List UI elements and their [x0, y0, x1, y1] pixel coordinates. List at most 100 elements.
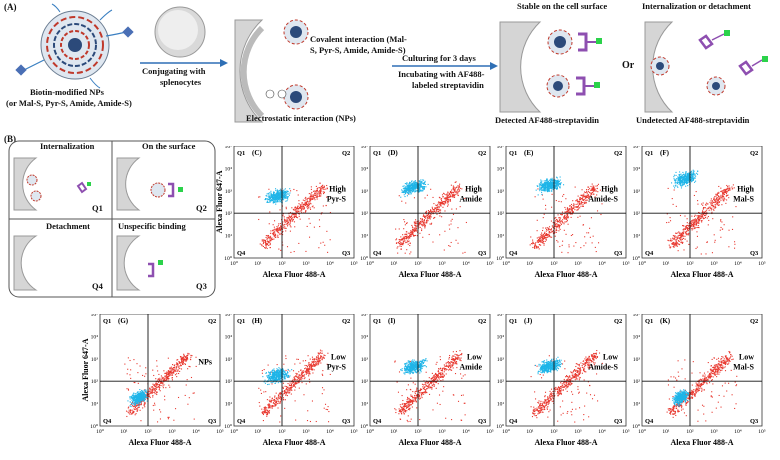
- red-population: [258, 349, 331, 423]
- internalized-cell-icon: [644, 21, 768, 113]
- np-caption-2: (or Mal-S, Pyr-S, Amide, Amide-S): [6, 98, 132, 108]
- y-tick: 10⁰: [632, 255, 641, 262]
- y-tick: 10¹: [91, 402, 99, 408]
- y-tick: 10⁵: [225, 146, 233, 150]
- blue-population: [535, 176, 565, 196]
- covalent-label-1: Covalent interaction (Mal-: [310, 34, 407, 44]
- quadrant-label: Q1: [373, 318, 381, 325]
- x-tick: 10¹: [254, 429, 262, 435]
- quadrant-label: Q3: [478, 250, 487, 257]
- quadrant-label: Q2: [750, 318, 758, 325]
- x-axis-label: Alexa Fluor 488-A: [535, 270, 598, 279]
- x-tick: 10⁵: [622, 429, 630, 435]
- x-tick: 10³: [710, 261, 718, 267]
- y-tick: 10³: [225, 357, 233, 363]
- quad-code-1: Q1: [92, 203, 103, 213]
- y-tick: 10²: [361, 211, 369, 217]
- quadrant-label: Q4: [645, 418, 654, 425]
- panel-id: (K): [660, 317, 671, 325]
- panel-annotation: Low: [739, 352, 754, 361]
- x-tick: 10⁵: [216, 429, 224, 435]
- y-tick: 10¹: [497, 234, 505, 240]
- x-tick: 10⁴: [326, 429, 334, 435]
- quadrant-label: Q2: [614, 150, 622, 157]
- panel-id: (C): [252, 149, 262, 157]
- red-population: [395, 181, 467, 255]
- y-tick: 10⁵: [633, 146, 641, 150]
- y-tick: 10³: [633, 189, 641, 195]
- y-tick: 10⁰: [496, 255, 505, 262]
- biotin-np-icon: [15, 3, 134, 89]
- x-tick: 10⁴: [734, 261, 742, 267]
- x-tick: 10¹: [662, 261, 670, 267]
- y-tick: 10⁴: [361, 334, 369, 340]
- quad-code-4: Q3: [196, 281, 207, 291]
- quadrant-label: Q2: [208, 318, 216, 325]
- quadrant-label: Q3: [750, 418, 759, 425]
- x-tick: 10²: [278, 261, 286, 267]
- y-tick: 10⁴: [497, 334, 505, 340]
- blue-population: [127, 389, 148, 408]
- blue-population: [264, 187, 291, 205]
- y-tick: 10⁰: [90, 423, 99, 430]
- plot-frame: [641, 314, 763, 427]
- plot-frame: [641, 146, 763, 259]
- x-tick: 10²: [144, 429, 152, 435]
- quadrant-label: Q2: [750, 150, 758, 157]
- plot-frame: [233, 314, 355, 427]
- x-tick: 10⁵: [486, 261, 494, 267]
- panel-annotation: Mal-S: [733, 194, 754, 203]
- y-tick: 10²: [361, 379, 369, 385]
- panel-id: (G): [118, 317, 129, 325]
- panel-annotation: Amide: [459, 194, 482, 203]
- x-tick: 10⁵: [758, 261, 766, 267]
- quadrant-label: Q1: [645, 150, 653, 157]
- or-text: Or: [622, 60, 635, 71]
- y-tick: 10³: [497, 357, 505, 363]
- quadrant-label: Q4: [509, 250, 518, 257]
- x-tick: 10¹: [526, 429, 534, 435]
- x-tick: 10²: [550, 429, 558, 435]
- y-tick: 10¹: [497, 402, 505, 408]
- x-axis-label: Alexa Fluor 488-A: [399, 438, 462, 447]
- plot-frame: [369, 146, 491, 259]
- x-axis-label: Alexa Fluor 488-A: [671, 438, 734, 447]
- blue-population: [262, 367, 293, 386]
- x-tick: 10²: [414, 261, 422, 267]
- quadrant-label: Q1: [509, 318, 517, 325]
- quadrant-label: Q1: [237, 150, 245, 157]
- quad-title-4: Unspecific binding: [118, 221, 186, 231]
- quad-title-1: Internalization: [40, 141, 95, 151]
- plot-frame: [505, 314, 627, 427]
- quadrant-label: Q4: [103, 418, 112, 425]
- panel-annotation: High: [465, 184, 482, 193]
- arrow1-label-1: Conjugating with: [142, 66, 206, 76]
- x-tick: 10⁴: [734, 429, 742, 435]
- stable-cell-icon: [499, 21, 602, 113]
- panel-annotation: Pyr-S: [327, 194, 347, 203]
- y-tick: 10²: [497, 379, 505, 385]
- quadrant-label: Q3: [208, 418, 217, 425]
- np-caption-1: Biotin-modified NPs: [30, 87, 104, 97]
- quadrant-label: Q1: [509, 150, 517, 157]
- blue-population: [534, 356, 563, 375]
- stable-title: Stable on the cell surface: [517, 1, 608, 11]
- plot-frame: [369, 314, 491, 427]
- y-tick: 10¹: [225, 402, 233, 408]
- x-tick: 10³: [710, 429, 718, 435]
- y-tick: 10⁴: [633, 166, 641, 172]
- quadrant-label: Q3: [614, 250, 623, 257]
- x-tick: 10¹: [390, 261, 398, 267]
- y-tick: 10³: [361, 357, 369, 363]
- panel-id: (F): [660, 149, 670, 157]
- x-tick: 10⁰: [230, 428, 239, 435]
- quadrant-label: Q2: [342, 318, 350, 325]
- x-axis-label: Alexa Fluor 488-A: [535, 438, 598, 447]
- x-axis-label: Alexa Fluor 488-A: [671, 270, 734, 279]
- red-population: [394, 350, 466, 423]
